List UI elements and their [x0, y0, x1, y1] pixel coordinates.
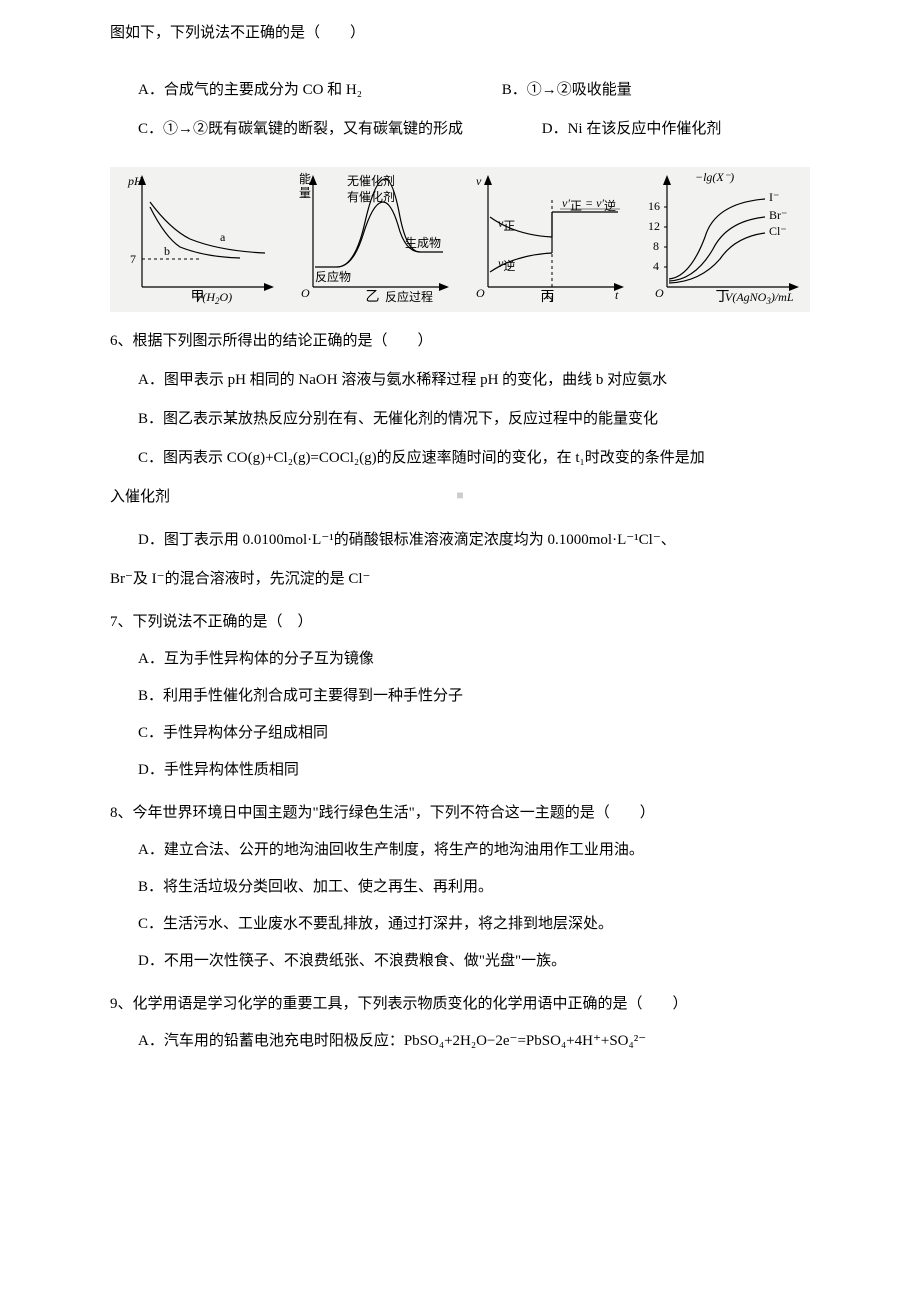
bing-vtop: v正	[498, 216, 515, 233]
yi-nocat: 无催化剂	[347, 173, 395, 188]
q6-option-d2: Br⁻及 I⁻的混合溶液时，先沉淀的是 Cl⁻	[110, 566, 810, 593]
q7-option-d: D．手性异构体性质相同	[138, 757, 810, 784]
bing-ylabel: v	[476, 174, 482, 188]
q9-option-a: A．汽车用的铅蓄电池充电时阳极反应：PbSO₄+2H₂O−2e⁻=PbSO₄+4…	[138, 1028, 810, 1055]
bing-caption: 丙	[460, 285, 635, 310]
q5-option-b: B．①→②吸收能量	[502, 77, 632, 104]
q5-row1: A．合成气的主要成分为 CO 和 H₂ B．①→②吸收能量	[138, 77, 810, 104]
ding-tick-8: 8	[653, 239, 659, 253]
jia-caption: 甲	[110, 285, 285, 310]
bing-vbot: v逆	[498, 256, 515, 273]
ding-tick-16: 16	[648, 199, 660, 213]
q7-option-a: A．互为手性异构体的分子互为镜像	[138, 646, 810, 673]
ding-tick-4: 4	[653, 259, 659, 273]
jia-ylabel: pH	[127, 174, 144, 188]
q5-option-d: D．Ni 在该反应中作催化剂	[542, 116, 722, 143]
bing-vright: v′正 = v′逆	[562, 196, 616, 213]
q5-row2: C．①→②既有碳氧键的断裂，又有碳氧键的形成 D．Ni 在该反应中作催化剂	[138, 116, 810, 143]
ding-series-i: I⁻	[769, 190, 779, 204]
q6-title: 6、根据下列图示所得出的结论正确的是（ ）	[110, 328, 810, 355]
chart-panel: pH 7 a b V(H2O) 甲 能 量 O 无催化剂 有催化剂 反应物 生成	[110, 167, 810, 312]
chart-jia: pH 7 a b V(H2O) 甲	[110, 167, 285, 312]
chart-bing: v O t1 t v正 v逆 v′正 = v′逆 丙	[460, 167, 635, 312]
q9-title: 9、化学用语是学习化学的重要工具，下列表示物质变化的化学用语中正确的是（ ）	[110, 991, 810, 1018]
watermark-icon: ■	[110, 485, 810, 507]
q8-title: 8、今年世界环境日中国主题为"践行绿色生活"，下列不符合这一主题的是（ ）	[110, 800, 810, 827]
q7-option-c: C．手性异构体分子组成相同	[138, 720, 810, 747]
yi-caption: 乙	[285, 285, 460, 310]
ding-ylabel: −lg(X⁻)	[695, 170, 734, 184]
yi-ylabel-2: 量	[299, 186, 311, 200]
chart-ding: −lg(X⁻) O 4 8 12 16 I⁻ Br⁻ Cl⁻ V(AgNO3)/…	[635, 167, 810, 312]
q6-option-d1: D．图丁表示用 0.0100mol·L⁻¹的硝酸银标准溶液滴定浓度均为 0.10…	[138, 527, 810, 554]
q6-option-a: A．图甲表示 pH 相同的 NaOH 溶液与氨水稀释过程 pH 的变化，曲线 b…	[138, 367, 810, 394]
q6-option-c1: C．图丙表示 CO(g)+Cl₂(g)=COCl₂(g)的反应速率随时间的变化，…	[138, 445, 810, 472]
q5-option-a: A．合成气的主要成分为 CO 和 H₂	[138, 77, 498, 104]
yi-ylabel-1: 能	[299, 172, 311, 186]
jia-curve-b: b	[164, 244, 170, 258]
q5-intro: 图如下，下列说法不正确的是（ ）	[110, 20, 810, 47]
q6-option-b: B．图乙表示某放热反应分别在有、无催化剂的情况下，反应过程中的能量变化	[138, 406, 810, 433]
q8-option-d: D．不用一次性筷子、不浪费纸张、不浪费粮食、做"光盘"一族。	[138, 948, 810, 975]
ding-tick-12: 12	[648, 219, 660, 233]
yi-react: 反应物	[315, 269, 351, 284]
yi-prod: 生成物	[405, 236, 441, 250]
q7-option-b: B．利用手性催化剂合成可主要得到一种手性分子	[138, 683, 810, 710]
ding-series-br: Br⁻	[769, 208, 787, 222]
q7-title: 7、下列说法不正确的是（ ）	[110, 609, 810, 636]
q5-option-c: C．①→②既有碳氧键的断裂，又有碳氧键的形成	[138, 116, 538, 143]
ding-caption: 丁	[635, 285, 810, 310]
chart-yi: 能 量 O 无催化剂 有催化剂 反应物 生成物 反应过程 乙	[285, 167, 460, 312]
q8-option-b: B．将生活垃圾分类回收、加工、使之再生、再利用。	[138, 874, 810, 901]
jia-curve-a: a	[220, 230, 226, 244]
jia-ydash: 7	[130, 252, 136, 266]
q8-option-a: A．建立合法、公开的地沟油回收生产制度，将生产的地沟油用作工业用油。	[138, 837, 810, 864]
ding-series-cl: Cl⁻	[769, 224, 787, 238]
q8-option-c: C．生活污水、工业废水不要乱排放，通过打深井，将之排到地层深处。	[138, 911, 810, 938]
yi-cat: 有催化剂	[347, 189, 395, 204]
